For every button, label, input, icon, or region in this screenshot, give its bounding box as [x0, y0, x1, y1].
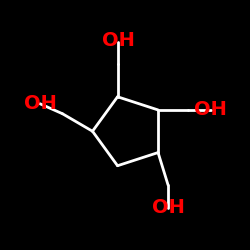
Text: OH: OH — [102, 31, 135, 50]
Text: OH: OH — [152, 198, 184, 217]
Text: OH: OH — [24, 94, 56, 113]
Text: OH: OH — [194, 100, 227, 119]
